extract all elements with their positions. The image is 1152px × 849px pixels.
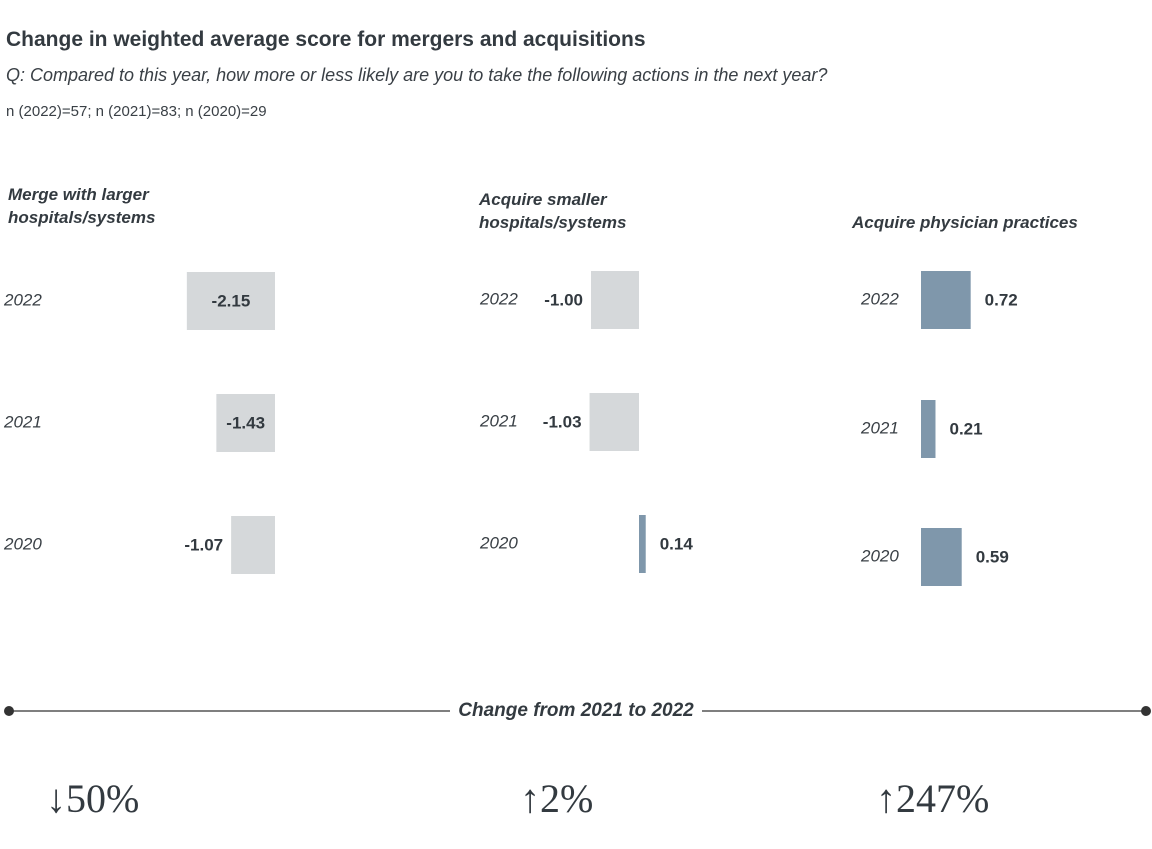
title: Change in weighted average score for mer…	[6, 28, 646, 51]
value-label: -2.15	[212, 291, 251, 310]
year-label: 2020	[3, 534, 42, 553]
bar	[186, 272, 275, 330]
subtitle: Q: Compared to this year, how more or le…	[6, 65, 828, 85]
year-label: 2021	[3, 412, 42, 431]
value-label: 0.14	[660, 534, 694, 553]
change-value: ↑2%	[520, 776, 594, 821]
value-label: 0.72	[985, 290, 1018, 309]
change-heading-wrap: Change from 2021 to 2022	[0, 700, 1152, 722]
change-value: ↓50%	[46, 776, 140, 821]
bar	[921, 400, 936, 458]
value-label: 0.21	[949, 419, 982, 438]
year-label: 2020	[479, 533, 518, 552]
value-label: 0.59	[976, 547, 1009, 566]
year-label: 2022	[479, 289, 518, 308]
panel-title: Acquire smaller hospitals/systems	[479, 190, 627, 232]
value-label: -1.43	[226, 413, 265, 432]
divider-dot	[4, 706, 14, 716]
value-label: -1.03	[543, 412, 582, 431]
year-label: 2021	[479, 411, 518, 430]
bar	[589, 393, 639, 451]
bar	[921, 271, 971, 329]
note: n (2022)=57; n (2021)=83; n (2020)=29	[6, 103, 267, 120]
panel-title: Acquire physician practices	[852, 213, 1078, 232]
bar	[231, 516, 275, 574]
value-label: -1.00	[544, 290, 583, 309]
change-heading: Change from 2021 to 2022	[450, 700, 702, 721]
year-label: 2022	[860, 289, 899, 308]
bar	[639, 515, 646, 573]
bar	[216, 394, 275, 452]
bar	[921, 528, 962, 586]
divider-dot	[1141, 706, 1151, 716]
year-label: 2022	[3, 290, 42, 309]
change-value: ↑247%	[876, 776, 990, 821]
bar	[591, 271, 639, 329]
value-label: -1.07	[184, 535, 223, 554]
panel-title: Merge with larger hospitals/systems	[8, 185, 156, 227]
year-label: 2021	[860, 418, 899, 437]
year-label: 2020	[860, 546, 899, 565]
